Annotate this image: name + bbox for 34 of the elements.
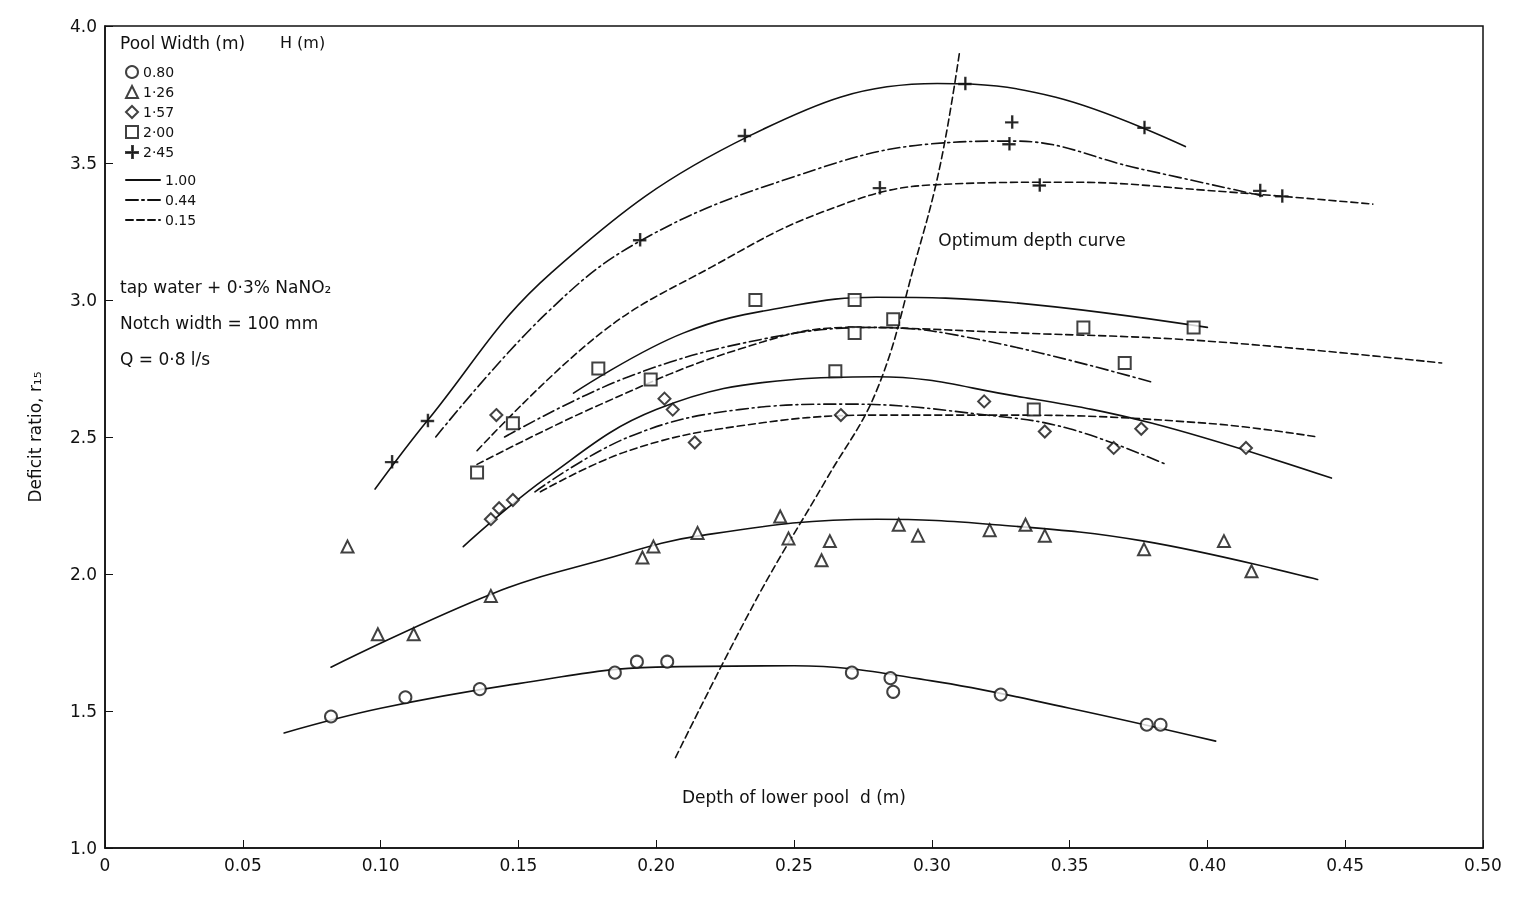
y-tick-label: 1.0 bbox=[69, 838, 97, 858]
legend-label: 2·00 bbox=[143, 124, 175, 140]
x-tick-label: 0 bbox=[99, 854, 111, 875]
y-axis-title: Deficit ratio, r₁₅ bbox=[24, 371, 45, 503]
x-axis-title: Depth of lower pool d (m) bbox=[682, 786, 906, 807]
x-tick-label: 0.30 bbox=[912, 854, 951, 875]
annotation: Optimum depth curve bbox=[938, 229, 1126, 250]
y-tick-label: 2.5 bbox=[69, 427, 97, 447]
legend-label: 2·45 bbox=[143, 144, 175, 160]
annotation: tap water + 0·3% NaNO₂ bbox=[120, 276, 332, 297]
legend-label: 1.00 bbox=[165, 172, 197, 188]
x-tick-label: 0.25 bbox=[775, 854, 813, 875]
x-tick-label: 0.50 bbox=[1464, 854, 1502, 875]
annotation: Pool Width (m) bbox=[120, 32, 246, 53]
y-tick-label: 3.5 bbox=[69, 153, 97, 173]
annotation: Notch width = 100 mm bbox=[120, 312, 319, 333]
x-tick-label: 0.05 bbox=[223, 854, 262, 875]
annotation: Q = 0·8 l/s bbox=[120, 348, 211, 369]
x-tick-label: 0.35 bbox=[1050, 854, 1089, 875]
y-tick-label: 4.0 bbox=[69, 16, 97, 36]
legend-label: 0.15 bbox=[165, 212, 197, 228]
legend-label: 1·26 bbox=[143, 84, 175, 100]
legend-title: H (m) bbox=[280, 32, 326, 52]
legend-label: 0.44 bbox=[165, 192, 197, 208]
x-tick-label: 0.40 bbox=[1188, 854, 1227, 875]
x-tick-label: 0.15 bbox=[499, 854, 538, 875]
y-tick-label: 1.5 bbox=[69, 701, 97, 721]
y-tick-label: 3.0 bbox=[69, 290, 97, 310]
x-tick-label: 0.45 bbox=[1326, 854, 1365, 875]
legend-label: 0.80 bbox=[143, 64, 175, 80]
legend-label: 1·57 bbox=[143, 104, 175, 120]
x-tick-label: 0.10 bbox=[361, 854, 400, 875]
y-tick-label: 2.0 bbox=[69, 564, 97, 584]
x-tick-label: 0.20 bbox=[637, 854, 676, 875]
